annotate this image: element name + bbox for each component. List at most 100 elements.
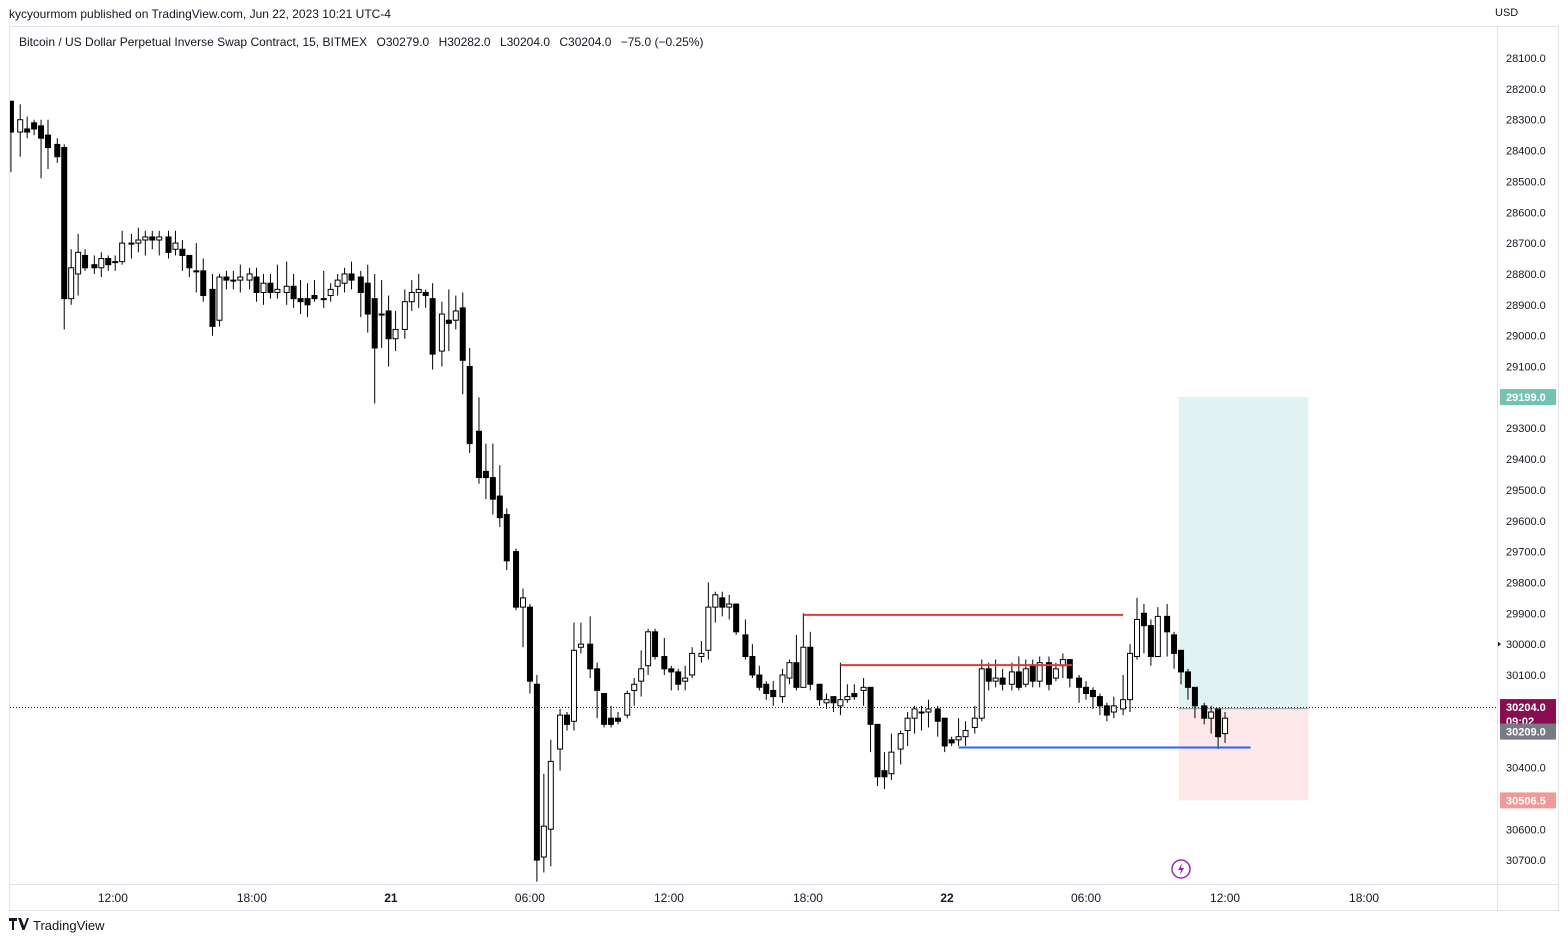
- candle: [357, 270, 364, 318]
- candle-body: [54, 143, 61, 158]
- candle: [925, 699, 932, 728]
- candle-body: [756, 674, 763, 688]
- candle-body: [1110, 705, 1117, 713]
- candle-body: [992, 677, 999, 682]
- candle-body: [816, 683, 823, 701]
- candle-body: [614, 717, 621, 722]
- candle: [645, 628, 652, 675]
- candle: [1178, 649, 1185, 685]
- candle-body: [82, 254, 89, 269]
- candle-body: [1154, 615, 1161, 657]
- candle-body: [547, 760, 554, 830]
- candle: [135, 227, 142, 253]
- candle-body: [297, 298, 304, 303]
- price-tick-label: 30000.0: [1506, 639, 1546, 651]
- candle: [274, 264, 281, 299]
- tradingview-logo-icon: [9, 918, 29, 933]
- candle-body: [179, 248, 186, 256]
- candle: [186, 254, 193, 278]
- candlestick-chart[interactable]: [10, 27, 1497, 884]
- candle-body: [594, 668, 601, 691]
- candle-body: [438, 313, 445, 352]
- candle: [719, 591, 726, 617]
- candle: [260, 273, 267, 305]
- candle: [1076, 675, 1083, 703]
- candle-body: [1178, 649, 1185, 673]
- candle: [193, 243, 200, 293]
- plot-area[interactable]: Bitcoin / US Dollar Perpetual Inverse Sw…: [10, 27, 1497, 884]
- candle-body: [320, 298, 327, 301]
- candle-body: [844, 696, 851, 701]
- candle-body: [1052, 668, 1059, 679]
- candle: [962, 721, 969, 746]
- candle-body: [1022, 668, 1029, 685]
- candle-body: [1120, 699, 1127, 710]
- candle: [540, 773, 547, 873]
- candle-body: [429, 298, 436, 355]
- candle: [587, 616, 594, 679]
- price-tick-label: 29500.0: [1506, 485, 1546, 497]
- candle: [475, 397, 482, 484]
- candle-body: [645, 631, 652, 667]
- footer-branding: TradingView: [9, 918, 105, 933]
- legend-high: H30282.0: [438, 35, 491, 49]
- candle: [1103, 702, 1110, 722]
- candle-body: [1096, 696, 1103, 707]
- stop-zone: [1178, 708, 1309, 801]
- candle: [172, 230, 179, 256]
- candle-body: [540, 825, 547, 858]
- candle-body: [253, 276, 260, 293]
- price-tick-label: 29600.0: [1506, 516, 1546, 528]
- candle-body: [705, 606, 712, 651]
- price-tick-label: 28100.0: [1506, 53, 1546, 65]
- candle-body: [742, 634, 749, 657]
- candle-body: [807, 646, 814, 685]
- candle: [601, 693, 608, 728]
- candle-body: [105, 258, 112, 266]
- candle-body: [1215, 708, 1222, 738]
- price-tick-label: 30100.0: [1506, 670, 1546, 682]
- candle: [1171, 631, 1178, 669]
- price-tick-label: 28800.0: [1506, 269, 1546, 281]
- candle: [624, 690, 631, 719]
- legend-symbol[interactable]: Bitcoin / US Dollar Perpetual Inverse Sw…: [19, 35, 368, 49]
- candle: [881, 752, 888, 790]
- price-axis[interactable]: 28100.0 28200.0 28300.0 28400.0 28500.0 28600…: [1496, 27, 1559, 884]
- candle: [385, 295, 392, 367]
- candle: [327, 283, 334, 302]
- candle-body: [334, 279, 341, 287]
- candle: [320, 270, 327, 308]
- candle-body: [823, 699, 830, 704]
- candle: [179, 240, 186, 271]
- candle-body: [763, 683, 770, 695]
- candle-body: [564, 714, 571, 725]
- candle: [246, 267, 253, 290]
- candle: [1208, 705, 1215, 734]
- candle-body: [341, 273, 348, 284]
- candle: [341, 267, 348, 293]
- candle: [978, 659, 985, 722]
- candle: [1191, 686, 1198, 719]
- candle-body: [1103, 705, 1110, 716]
- price-tick-label: 29800.0: [1506, 577, 1546, 589]
- candle: [955, 718, 962, 746]
- candle: [297, 280, 304, 315]
- candle: [918, 705, 925, 731]
- time-axis[interactable]: 12:00 18:00 21 06:00 12:00 18:00 22 06:00 12:00 1…: [10, 884, 1497, 911]
- candle: [31, 119, 38, 136]
- price-tick-label: 29000.0: [1506, 331, 1546, 343]
- candle-body: [200, 270, 207, 297]
- legend-low: L30204.0: [499, 35, 551, 49]
- candle-body: [91, 264, 98, 269]
- candle-body: [726, 603, 733, 608]
- axis-corner: [1497, 884, 1559, 911]
- candle: [68, 249, 75, 305]
- candle-body: [216, 276, 223, 321]
- candle: [941, 717, 948, 753]
- candle-body: [149, 236, 156, 241]
- candle-body: [638, 668, 645, 682]
- candle: [1066, 659, 1073, 688]
- price-tick-label: 29400.0: [1506, 454, 1546, 466]
- candle: [712, 591, 719, 623]
- candle-body: [1164, 615, 1171, 633]
